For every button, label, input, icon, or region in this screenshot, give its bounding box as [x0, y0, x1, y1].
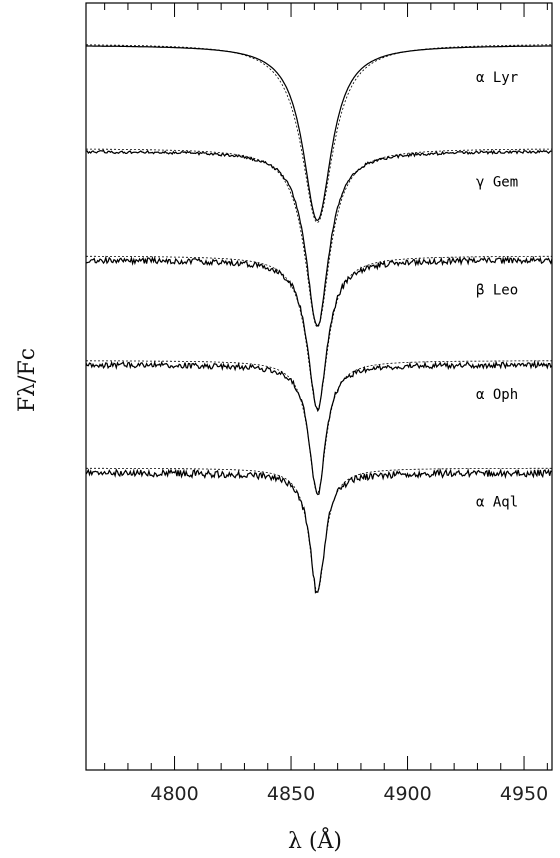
star-labels: α Lyr γ Gem β Leo α Oph α Aql: [476, 70, 518, 511]
star-label-2: β Leo: [476, 282, 518, 298]
x-tick-label: 4850: [267, 783, 315, 805]
x-axis-label: λ (Å): [288, 826, 342, 854]
model-1: [86, 148, 552, 328]
spectrum-3: [85, 359, 553, 496]
star-label-3: α Oph: [476, 387, 518, 403]
model-3: [86, 360, 552, 494]
spectrum-0: [86, 45, 552, 221]
star-label-1: γ Gem: [476, 175, 518, 191]
spectrum-2: [85, 255, 553, 413]
spectrum-1: [86, 149, 553, 327]
spectra-group: [85, 44, 553, 594]
x-tick-label: 4950: [500, 783, 548, 805]
model-2: [86, 255, 552, 410]
x-tick-label: 4800: [150, 783, 198, 805]
star-label-0: α Lyr: [476, 70, 518, 86]
y-axis-label: Fλ/Fc: [15, 348, 40, 412]
x-tick-label: 4900: [383, 783, 431, 805]
x-ticks: 4800 4850 4900 4950: [104, 3, 548, 805]
model-0: [86, 44, 552, 223]
plot-frame: [85, 2, 553, 771]
spectrum-4: [85, 467, 553, 594]
star-label-4: α Aql: [476, 495, 518, 511]
model-4: [86, 467, 552, 593]
